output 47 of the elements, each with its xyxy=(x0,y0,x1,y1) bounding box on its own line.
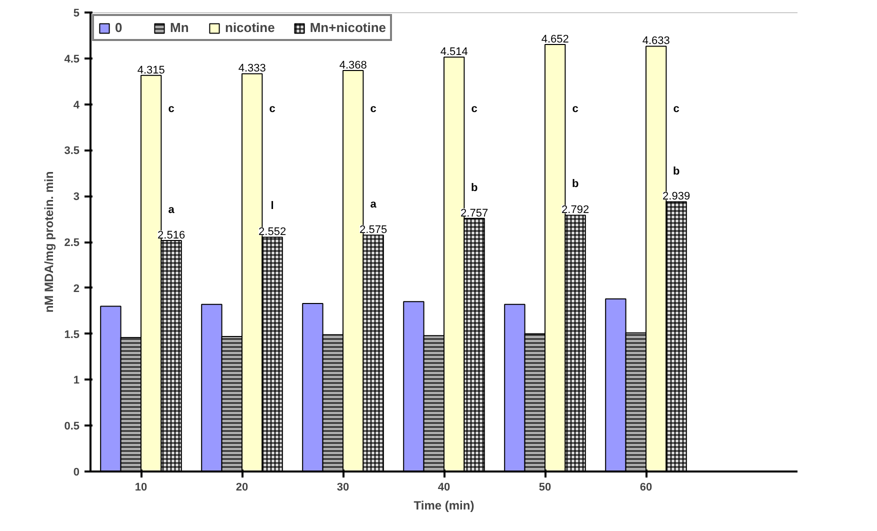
y-tick-label: 2 xyxy=(73,282,80,295)
annotation: b xyxy=(572,178,579,190)
x-tick-label: 50 xyxy=(538,482,552,494)
x-tick-label: 20 xyxy=(236,482,248,494)
y-axis-title: nM MDA/mg protein. min xyxy=(42,171,56,313)
y-tick-label: 3 xyxy=(73,191,80,204)
x-tick-label: 60 xyxy=(640,482,652,494)
y-tick-label: 3.5 xyxy=(64,145,80,158)
y-tick-label: 0.5 xyxy=(64,420,80,433)
data-label: 4.368 xyxy=(339,60,367,72)
legend-label: Mn+nicotine xyxy=(310,20,386,35)
legend-label: Mn xyxy=(170,20,190,35)
data-label: 2.516 xyxy=(158,230,186,242)
y-tick-label: 1.5 xyxy=(64,328,80,341)
annotation: c xyxy=(673,102,680,115)
annotation: c xyxy=(572,102,578,115)
data-label: 4.333 xyxy=(238,62,266,75)
data-label: 4.514 xyxy=(440,46,468,58)
data-label: 2.792 xyxy=(562,204,590,216)
legend-label: 0 xyxy=(115,20,124,35)
annotation: a xyxy=(370,198,378,210)
annotation: c xyxy=(370,102,376,115)
data-label: 4.633 xyxy=(642,35,670,48)
y-tick-label: 1 xyxy=(73,374,80,387)
data-label: 2.757 xyxy=(460,207,488,220)
x-tick-label: 30 xyxy=(336,482,350,494)
y-tick-label: 4.5 xyxy=(64,53,80,66)
annotation: l xyxy=(270,200,274,212)
data-label: 4.652 xyxy=(541,33,569,46)
data-label: 2.575 xyxy=(360,224,388,236)
annotation: c xyxy=(471,102,478,115)
x-tick-label: 10 xyxy=(134,482,148,494)
y-tick-label: 5 xyxy=(73,8,80,20)
annotation: b xyxy=(672,165,680,178)
annotation: b xyxy=(470,182,478,194)
x-tick-label: 40 xyxy=(438,482,450,494)
y-tick-label: 2.5 xyxy=(64,237,80,249)
data-label: 4.315 xyxy=(137,64,165,76)
data-label: 2.939 xyxy=(662,190,690,203)
annotation: a xyxy=(168,204,176,216)
y-tick-label: 0 xyxy=(73,466,80,478)
y-tick-label: 4 xyxy=(73,99,80,112)
x-axis-title: Time (min) xyxy=(414,498,474,512)
annotation: c xyxy=(269,102,276,115)
annotation: c xyxy=(168,102,174,115)
data-label: 2.552 xyxy=(258,226,286,238)
legend-label: nicotine xyxy=(225,20,275,35)
